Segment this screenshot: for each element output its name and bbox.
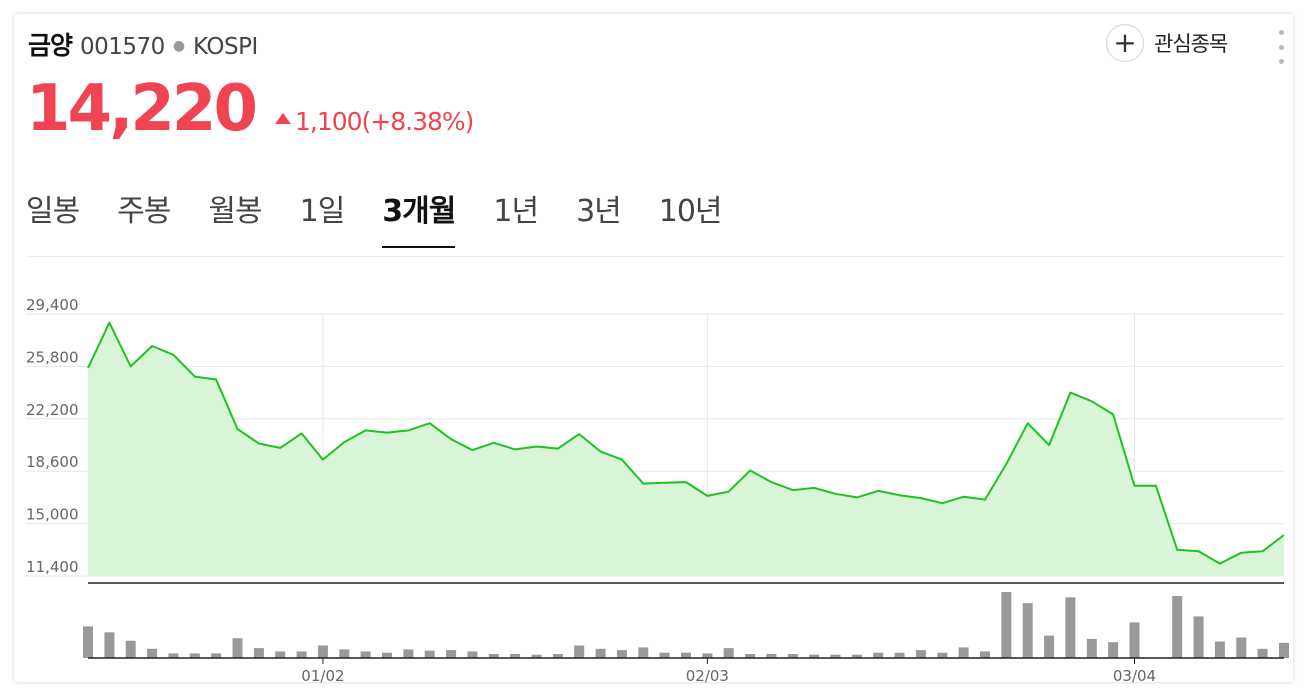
volume-bar <box>275 651 286 658</box>
separator-dot: ● <box>172 38 186 54</box>
up-triangle-icon <box>274 113 291 124</box>
x-tick-label: 03/04 <box>1113 667 1156 685</box>
volume-bar <box>1065 597 1076 658</box>
y-tick-label: 18,600 <box>26 453 79 471</box>
volume-bar <box>510 654 521 658</box>
volume-bar <box>1022 603 1033 658</box>
volume-bar <box>787 654 798 658</box>
volume-bar <box>894 652 905 658</box>
volume-bar <box>1086 638 1097 658</box>
volume-bar <box>446 650 457 658</box>
y-tick-label: 29,400 <box>26 296 79 314</box>
more-dot-icon <box>1278 30 1284 35</box>
volume-bar <box>488 654 499 658</box>
volume-bar <box>531 654 542 658</box>
volume-bar <box>1257 648 1268 658</box>
volume-bar <box>360 651 371 658</box>
more-options-button[interactable] <box>1276 30 1286 64</box>
tab-4[interactable]: 1일 <box>299 194 346 229</box>
volume-bar <box>83 626 93 658</box>
volume-bar <box>915 650 926 658</box>
volume-bar <box>125 640 136 658</box>
volume-bar <box>211 653 222 658</box>
tab-1[interactable]: 일봉 <box>26 194 80 229</box>
price-line <box>87 321 1285 565</box>
y-tick-label: 15,000 <box>26 506 79 524</box>
tab-8[interactable]: 10년 <box>658 194 723 229</box>
volume-bar <box>809 654 820 658</box>
volume-bar <box>253 648 264 658</box>
volume-bar <box>745 654 756 658</box>
y-tick-label: 11,400 <box>26 558 79 576</box>
volume-bar <box>552 654 563 658</box>
price-change: 1,100(+8.38%) <box>294 107 474 136</box>
volume-bar <box>147 648 158 658</box>
volume-bar <box>723 648 734 658</box>
plus-icon: + <box>1106 24 1144 62</box>
volume-bar <box>1108 642 1119 658</box>
volume-bar <box>1214 641 1225 658</box>
x-tick-label: 02/03 <box>686 667 729 685</box>
volume-bar <box>339 649 350 658</box>
volume-bar <box>830 654 841 658</box>
volume-bar <box>1279 642 1289 658</box>
stock-code: 001570 <box>80 34 165 60</box>
volume-bar <box>1044 635 1055 658</box>
tab-7[interactable]: 3년 <box>576 194 622 229</box>
tab-3[interactable]: 월봉 <box>208 194 262 229</box>
more-dot-icon <box>1278 44 1284 50</box>
volume-bar <box>104 632 115 658</box>
volume-bar <box>189 653 200 658</box>
price-area <box>88 322 1284 576</box>
volume-bar <box>403 649 414 658</box>
volume-bar <box>232 638 243 658</box>
volume-bar <box>616 650 627 658</box>
volume-bar <box>467 651 478 658</box>
volume-bar <box>168 653 179 658</box>
volume-bar <box>595 648 606 658</box>
volume-bar <box>980 651 990 658</box>
volume-bar <box>873 652 884 658</box>
current-price: 14,220 <box>26 72 258 146</box>
tabs-divider <box>26 256 1285 257</box>
volume-bar <box>1193 616 1204 658</box>
volume-bar <box>1236 637 1247 658</box>
volume-bar <box>382 652 392 658</box>
volume-bar <box>638 647 649 658</box>
volume-bar <box>1129 622 1140 658</box>
add-watchlist-button[interactable]: + 관심종목 <box>1106 24 1228 62</box>
volume-bar <box>766 654 777 658</box>
tab-6[interactable]: 1년 <box>493 194 539 229</box>
volume-bar <box>851 654 862 658</box>
volume-bar <box>659 652 670 658</box>
watchlist-label: 관심종목 <box>1154 32 1228 56</box>
volume-bar <box>574 645 585 658</box>
market-name: KOSPI <box>193 34 258 60</box>
volume-bar <box>958 647 969 658</box>
volume-bar <box>1172 596 1183 658</box>
stock-header: 금양 001570 ● KOSPI <box>28 26 258 62</box>
tab-5[interactable]: 3개월 <box>382 184 456 248</box>
volume-bar <box>317 645 328 658</box>
price-row: 14,220 1,100(+8.38%) <box>26 72 474 146</box>
volume-bar <box>296 651 307 658</box>
volume-bar <box>937 652 948 658</box>
tab-2[interactable]: 주봉 <box>117 194 171 229</box>
volume-bar <box>1001 592 1012 658</box>
more-dot-icon <box>1278 59 1284 64</box>
volume-bar <box>702 653 713 658</box>
volume-bar <box>681 652 691 658</box>
x-tick-label: 01/02 <box>301 667 344 685</box>
volume-bar <box>424 650 435 658</box>
stock-name: 금양 <box>28 31 73 60</box>
y-tick-label: 22,200 <box>26 401 79 419</box>
y-tick-label: 25,800 <box>26 348 79 366</box>
period-tabs: 일봉 주봉 월봉 1일 3개월 1년 3년 10년 <box>26 184 760 248</box>
